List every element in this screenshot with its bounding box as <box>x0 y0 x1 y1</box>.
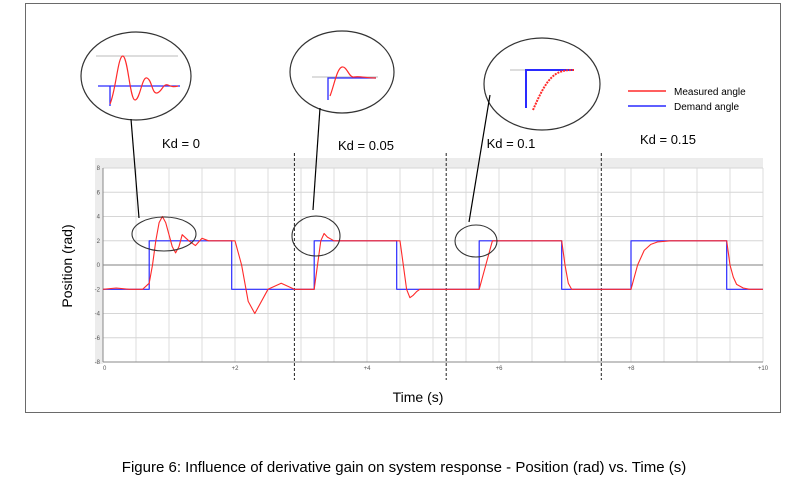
figure-caption: Figure 6: Influence of derivative gain o… <box>121 459 687 476</box>
section-labels: Kd = 0 Kd = 0.05 Kd = 0.1 Kd = 0.15 <box>162 132 696 153</box>
x-axis-label: Time (s) <box>393 389 444 405</box>
y-tick-label: 2 <box>97 239 101 245</box>
legend-label-measured: Measured angle <box>674 87 746 98</box>
zoom-demand-trace <box>98 85 180 106</box>
section-label: Kd = 0.1 <box>487 136 536 151</box>
zoom-bubble <box>80 31 192 121</box>
section-label: Kd = 0.15 <box>640 132 696 147</box>
y-axis-label: Position (rad) <box>59 224 75 307</box>
x-tick-label: +8 <box>628 366 636 372</box>
series <box>102 215 763 315</box>
section-dividers <box>293 153 602 380</box>
zoom-connector <box>130 118 140 219</box>
zoom-connector <box>468 94 491 223</box>
y-tick-label: -8 <box>95 360 101 366</box>
zoom-measured-trace <box>532 69 575 111</box>
zoom-callout-kd01 <box>454 37 601 258</box>
series-line-measured-angle <box>102 215 763 315</box>
legend-label-demand: Demand angle <box>674 102 739 113</box>
legend: Measured angle Demand angle <box>628 87 746 113</box>
zoom-callouts <box>80 30 601 258</box>
zoom-bubble <box>289 30 395 114</box>
zoom-demand-trace <box>327 77 376 100</box>
zoom-region <box>291 215 341 257</box>
grid <box>102 167 764 363</box>
y-tick-label: 8 <box>97 166 101 172</box>
y-tick-label: 4 <box>97 215 101 221</box>
zoom-connector <box>312 107 321 211</box>
zoom-measured-trace <box>329 66 377 97</box>
y-tick-label: 0 <box>97 263 101 269</box>
section-label: Kd = 0.05 <box>338 138 394 153</box>
y-tick-label: 6 <box>97 190 101 196</box>
zoom-region <box>131 216 197 252</box>
zoom-bubble <box>483 37 601 131</box>
x-tick-label: +2 <box>232 366 240 372</box>
x-tick-label: +10 <box>758 366 769 372</box>
y-tick-label: -4 <box>95 312 101 318</box>
y-tick-label: -6 <box>95 336 101 342</box>
x-tick-label: +6 <box>496 366 504 372</box>
x-tick-label: +4 <box>364 366 372 372</box>
section-label: Kd = 0 <box>162 136 200 151</box>
zoom-region <box>454 224 498 258</box>
zoom-measured-trace <box>109 55 179 105</box>
y-tick-label: -2 <box>95 287 101 293</box>
zoom-demand-trace <box>525 69 574 108</box>
x-tick-label: 0 <box>103 366 107 372</box>
zoom-callout-kd005 <box>289 30 395 257</box>
zoom-callout-kd0 <box>80 31 197 252</box>
